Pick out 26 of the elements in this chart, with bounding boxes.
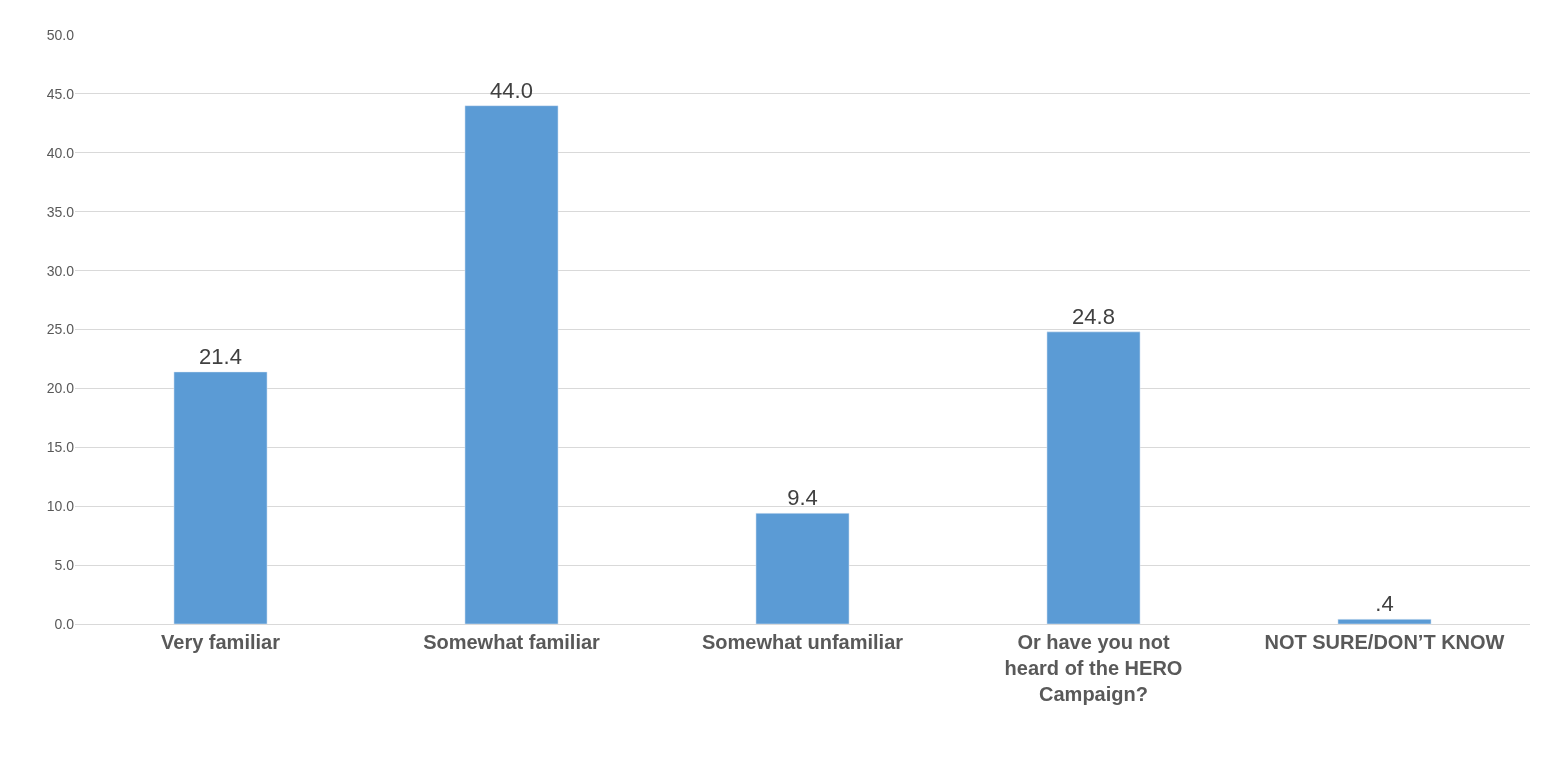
- y-tick-label: 0.0: [54, 615, 75, 632]
- x-tick-label: Somewhat familiar: [423, 631, 601, 653]
- y-tick-label: 20.0: [46, 380, 75, 397]
- x-tick-label: Somewhat unfamiliar: [701, 631, 904, 653]
- y-tick-label: 10.0: [46, 498, 75, 515]
- y-tick-label: 25.0: [46, 321, 75, 338]
- bar: [1046, 331, 1141, 624]
- bar: [1337, 619, 1432, 624]
- x-tick-label: Very familiar: [161, 631, 281, 653]
- y-tick-label: 30.0: [46, 262, 75, 279]
- y-tick-label: 40.0: [46, 144, 75, 161]
- data-label: .4: [1375, 591, 1394, 617]
- data-label: 9.4: [787, 485, 818, 511]
- x-tick-label: NOT SURE/DON’T KNOW: [1264, 631, 1505, 653]
- x-tick-label: Or have you not heard of the HERO Campaign?: [1004, 631, 1183, 705]
- data-label: 44.0: [490, 77, 533, 103]
- bar: [464, 105, 559, 624]
- data-label: 21.4: [199, 343, 242, 369]
- y-tick-label: 15.0: [46, 439, 75, 456]
- y-tick-label: 50.0: [46, 26, 75, 43]
- data-label: 24.8: [1072, 303, 1115, 329]
- y-tick-label: 35.0: [46, 203, 75, 220]
- bar: [173, 371, 268, 624]
- y-tick-label: 5.0: [54, 557, 75, 573]
- y-tick-label: 45.0: [46, 85, 75, 102]
- bar: [755, 513, 850, 624]
